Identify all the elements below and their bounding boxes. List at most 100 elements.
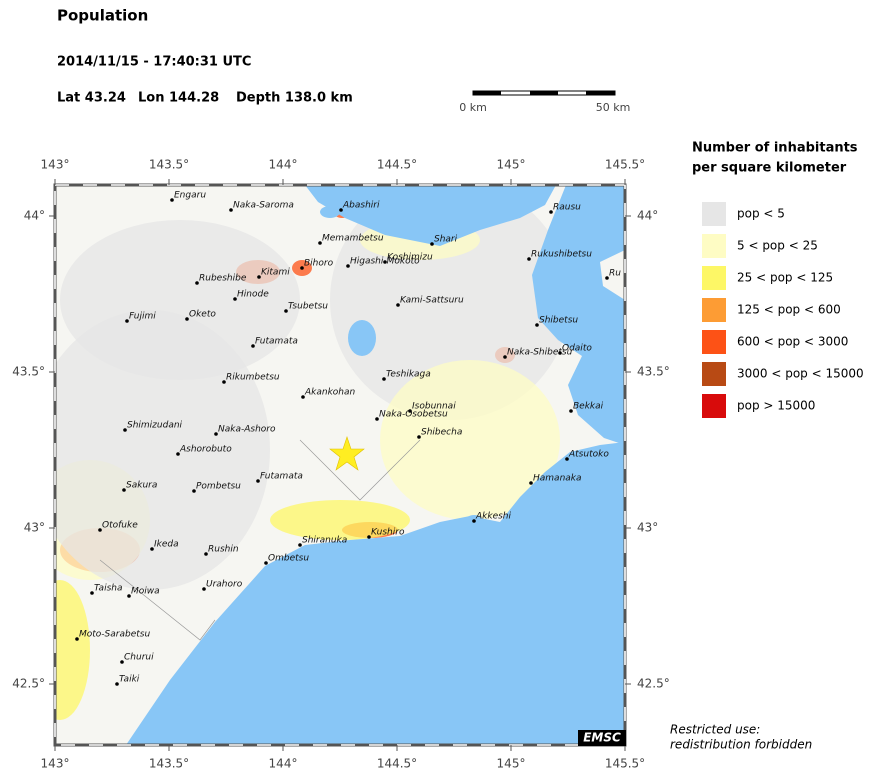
town-label: Odaito (562, 344, 592, 354)
x-tick-label: 144.5° (377, 757, 417, 771)
town-dot (298, 543, 302, 547)
town-label: Hinode (237, 290, 269, 300)
legend-swatch (702, 234, 726, 258)
town-dot (375, 417, 379, 421)
town-label: Shimizudani (127, 421, 183, 431)
town-label: Rausu (553, 203, 581, 213)
legend-title: per square kilometer (692, 161, 847, 176)
town-dot (123, 428, 127, 432)
town-dot (569, 409, 573, 413)
legend-title: Number of inhabitants (692, 141, 858, 156)
town-label: Ru (609, 269, 621, 279)
x-tick-label: 145.5° (605, 158, 645, 172)
legend-swatch (702, 298, 726, 322)
footer: redistribution forbidden (670, 738, 812, 752)
population-area (55, 580, 90, 720)
town-dot (125, 319, 129, 323)
towns: Engaru Naka-Saroma Abashiri Rausu Memambetsu… (75, 191, 621, 686)
town-dot (185, 317, 189, 321)
town-dot (382, 377, 386, 381)
y-tick-label: 43° (637, 521, 658, 535)
town-dot (170, 198, 174, 202)
town-dot (605, 276, 609, 280)
sea-okhotsk (305, 185, 556, 246)
legend-label: pop < 5 (737, 207, 785, 221)
town-dot (301, 395, 305, 399)
town-label: Hamanaka (533, 474, 582, 484)
town-dot (430, 242, 434, 246)
logo-box (578, 730, 626, 746)
town-dot (346, 264, 350, 268)
x-tick-label: 144.5° (377, 158, 417, 172)
frame-dash (54, 184, 626, 746)
town-label: Memambetsu (322, 234, 384, 244)
town-dot (195, 281, 199, 285)
scale-start: 0 km (459, 101, 487, 114)
town-dot (251, 344, 255, 348)
town-dot (127, 594, 131, 598)
town-dot (284, 309, 288, 313)
town-label: Tsubetsu (288, 302, 328, 312)
legend-label: 5 < pop < 25 (737, 239, 818, 253)
town-dot (98, 528, 102, 532)
town-dot (472, 519, 476, 523)
town-label: Naka-Saroma (233, 201, 294, 211)
town-label: Kitami (261, 268, 290, 278)
town-label: Rikumbetsu (226, 373, 280, 383)
town-label: Shibecha (421, 428, 462, 438)
y-tick-label: 43° (24, 521, 45, 535)
town-label: Rubeshibe (199, 274, 247, 284)
town-dot (565, 457, 569, 461)
town-dot (257, 275, 261, 279)
town-dot (529, 481, 533, 485)
town-label: Kami-Sattsuru (400, 296, 464, 306)
logo: EMSC (583, 731, 621, 745)
y-tick-label: 43.5° (637, 365, 670, 379)
town-label: Sakura (126, 481, 157, 491)
footer: Restricted use: (670, 723, 760, 737)
town-label: Pombetsu (196, 482, 241, 492)
town-dot (318, 241, 322, 245)
scale-bar: 0 km 50 km (459, 90, 630, 114)
border (299, 439, 421, 501)
town-dot (527, 257, 531, 261)
town-dot (558, 351, 562, 355)
town-label: Naka-Osobetsu (379, 410, 448, 420)
town-label: Engaru (174, 191, 206, 201)
town-label: Bihoro (304, 259, 334, 269)
x-tick-label: 143° (41, 158, 70, 172)
town-dot (202, 587, 206, 591)
town-dot (396, 303, 400, 307)
town-dot (383, 260, 387, 264)
town-dot (75, 637, 79, 641)
town-label: Shari (434, 235, 458, 245)
border (99, 559, 216, 641)
town-dot (214, 432, 218, 436)
town-label: Urahoro (206, 580, 243, 590)
town-dot (300, 266, 304, 270)
town-label: Churui (124, 653, 154, 663)
town-dot (192, 489, 196, 493)
legend-swatch (702, 330, 726, 354)
town-dot (122, 488, 126, 492)
town-label: Ombetsu (268, 554, 309, 564)
x-tick-label: 145° (497, 158, 526, 172)
town-label: Teshikaga (386, 370, 431, 380)
lake (348, 320, 376, 356)
legend: pop < 5 5 < pop < 25 25 < pop < 125 125 < p… (702, 202, 864, 418)
town-label: Oketo (189, 310, 216, 320)
ticks: 143° 143° 143.5° 143.5° 144° 144° 144.5° 144.5°… (12, 158, 669, 771)
x-tick-label: 143° (41, 757, 70, 771)
population-area (270, 500, 410, 540)
town-dot (229, 208, 233, 212)
x-tick-label: 144° (269, 158, 298, 172)
title: Population (57, 7, 148, 25)
legend-swatch (702, 202, 726, 226)
sea-pacific (126, 442, 625, 745)
town-label: Koshimizu (387, 253, 433, 263)
town-label: Shiranuka (302, 536, 347, 546)
town-label: Rushin (208, 545, 239, 555)
town-dot (233, 297, 237, 301)
town-label: Taisha (94, 584, 122, 594)
town-dot (503, 355, 507, 359)
